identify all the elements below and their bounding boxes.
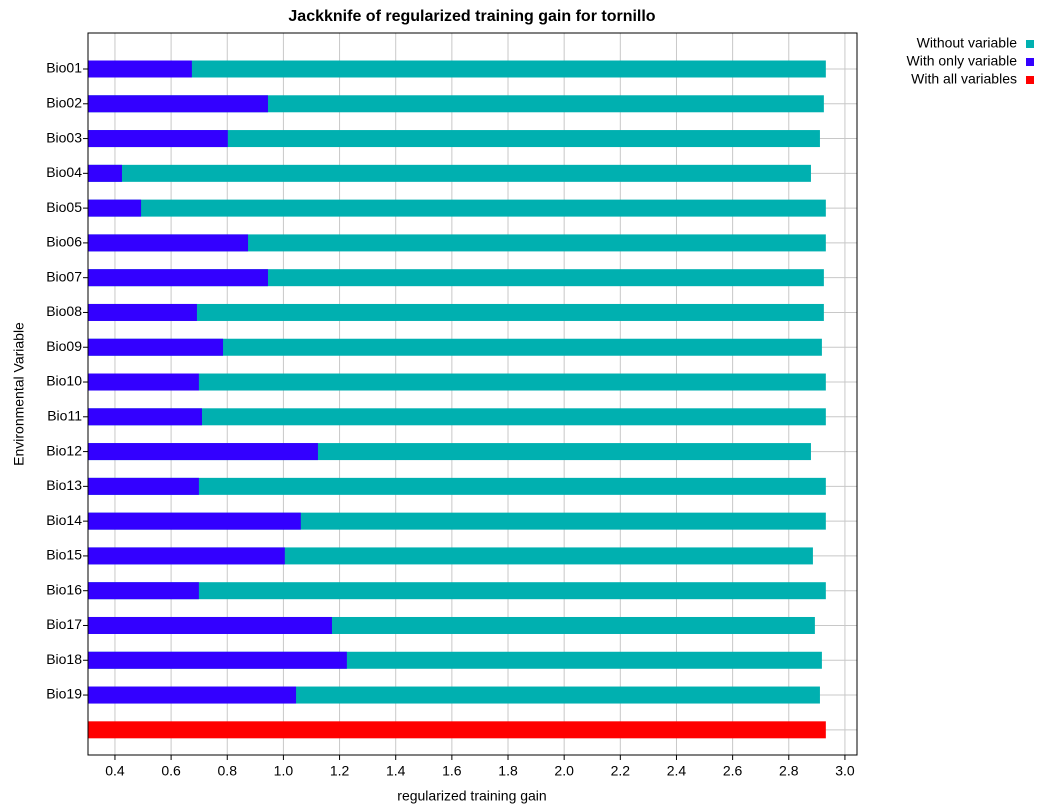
legend-swatch: [1026, 76, 1034, 84]
bar: [88, 164, 811, 182]
bar: [88, 234, 826, 252]
bar: [88, 130, 820, 148]
y-tick-label: Bio18: [46, 651, 82, 667]
bar: [88, 547, 285, 565]
bar: [88, 164, 122, 182]
legend-label: With only variable: [907, 53, 1018, 69]
legend-label: With all variables: [911, 71, 1017, 87]
x-tick-label: 0.8: [218, 763, 238, 779]
x-tick-label: 1.4: [386, 763, 406, 779]
legend-swatch: [1026, 40, 1034, 48]
bar: [88, 477, 199, 495]
bar: [88, 303, 824, 321]
y-tick-label: Bio06: [46, 234, 82, 250]
y-tick-label: Bio09: [46, 338, 82, 354]
bar: [88, 651, 347, 669]
bar: [88, 269, 268, 287]
bar: [88, 95, 824, 113]
bar: [88, 60, 826, 78]
x-tick-label: 1.0: [274, 763, 294, 779]
y-tick-label: Bio14: [46, 512, 82, 528]
y-tick-label: Bio10: [46, 373, 82, 389]
legend-swatch: [1026, 58, 1034, 66]
plot-frame: [87, 32, 858, 756]
chart-title: Jackknife of regularized training gain f…: [288, 8, 655, 25]
x-tick-label: 1.8: [498, 763, 518, 779]
bar: [88, 443, 318, 461]
y-tick-label: Bio04: [46, 164, 82, 180]
legend-label: Without variable: [917, 35, 1018, 51]
bar: [88, 686, 297, 704]
bar: [88, 616, 332, 634]
y-tick-label: Bio11: [47, 408, 82, 424]
y-tick-label: Bio17: [46, 616, 82, 632]
bar: [88, 269, 824, 287]
x-tick-label: 2.2: [611, 763, 631, 779]
bar: [88, 721, 826, 739]
bar: [88, 512, 301, 530]
y-tick-label: Bio13: [46, 477, 82, 493]
bar: [88, 373, 199, 391]
y-tick-label: Bio08: [46, 303, 82, 319]
bar: [88, 582, 826, 600]
y-tick-label: Bio16: [46, 581, 82, 597]
bar: [88, 408, 202, 426]
x-axis-label: regularized training gain: [397, 788, 546, 804]
x-tick-label: 2.4: [667, 763, 687, 779]
bar: [88, 130, 228, 148]
bar: [88, 199, 142, 217]
y-tick-label: Bio05: [46, 199, 82, 215]
y-tick-label: Bio03: [46, 129, 82, 145]
bar: [88, 373, 826, 391]
bar: [88, 338, 822, 356]
bar: [88, 234, 249, 252]
y-tick-label: Bio01: [46, 60, 82, 76]
x-tick-label: 1.6: [442, 763, 462, 779]
y-tick-label: Bio02: [46, 94, 82, 110]
x-tick-label: 0.4: [105, 763, 125, 779]
bar: [88, 338, 224, 356]
x-tick-label: 2.8: [779, 763, 799, 779]
x-tick-label: 0.6: [161, 763, 181, 779]
bar: [88, 408, 826, 426]
bar: [88, 60, 192, 78]
bar: [88, 477, 826, 495]
x-tick-label: 3.0: [835, 763, 855, 779]
y-tick-label: Bio15: [46, 547, 82, 563]
y-axis-label: Environmental Variable: [11, 322, 27, 466]
bar: [88, 199, 826, 217]
bar: [88, 303, 197, 321]
bar: [88, 95, 268, 113]
y-tick-label: Bio07: [46, 268, 82, 284]
y-tick-label: Bio12: [46, 442, 82, 458]
x-tick-label: 2.6: [723, 763, 743, 779]
y-tick-label: Bio19: [46, 686, 82, 702]
bar: [88, 582, 199, 600]
x-tick-label: 1.2: [330, 763, 350, 779]
x-tick-label: 2.0: [554, 763, 574, 779]
